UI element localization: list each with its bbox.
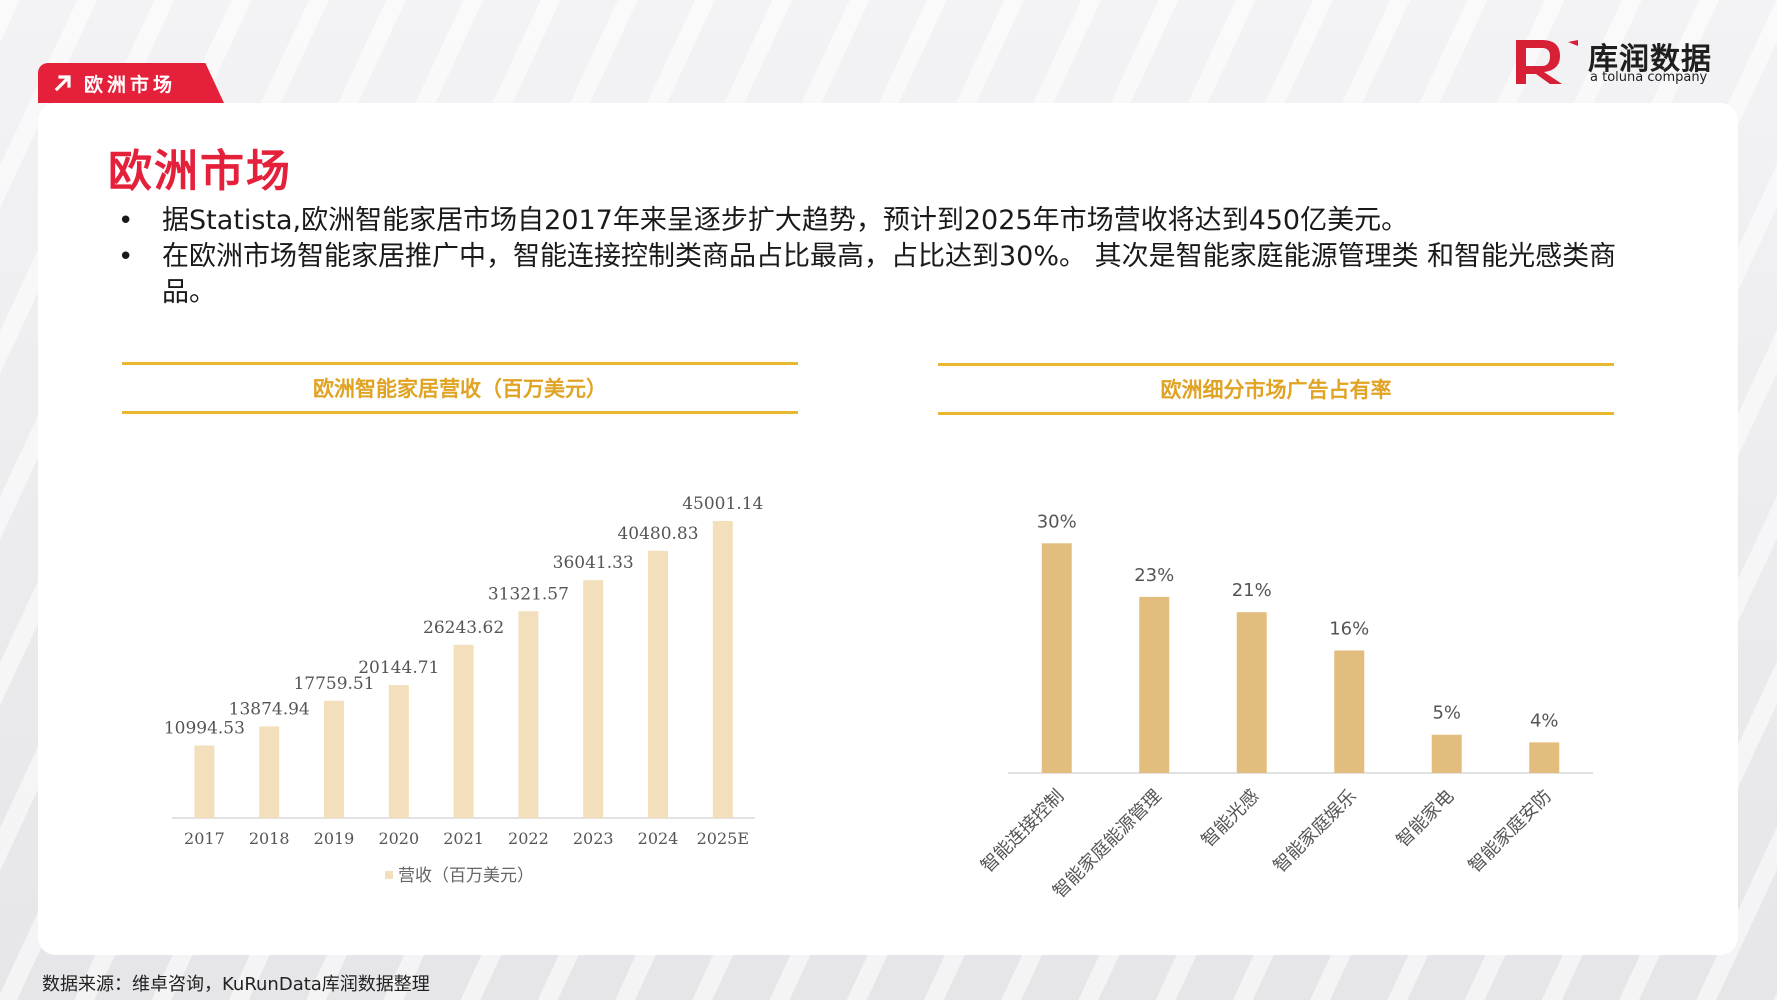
revenue-bar	[324, 700, 344, 818]
x-tick-label: 2024	[638, 829, 679, 848]
share-bar-chart: 30% 智能连接控制 23% 智能家庭能源管理 21% 智能光感 16% 智能家庭娱乐 5% 智能…	[977, 511, 1593, 903]
bar-data-label: 13874.94	[229, 699, 310, 719]
x-tick-label: 2020	[378, 829, 419, 848]
x-tick-label: 2017	[184, 829, 225, 848]
bullet-item: 在欧洲市场智能家居推广中，智能连接控制类商品占比最高，占比达到30%。 其次是智…	[118, 239, 1648, 311]
revenue-bar	[712, 520, 733, 818]
revenue-bar-chart: 10994.53 2017 13874.94 2018 17759.51 2019 2014…	[164, 494, 764, 886]
bar-data-label: 36041.33	[553, 553, 634, 573]
logo-tagline: a toluna company	[1590, 70, 1708, 85]
page-title: 欧洲市场	[108, 146, 292, 197]
data-source-note: 数据来源：维卓咨询，KuRunData库润数据整理	[42, 974, 430, 995]
share-bar	[1529, 742, 1560, 773]
x-tick-label: 智能家庭娱乐	[1270, 786, 1361, 877]
logo-text: 库润数据	[1588, 42, 1712, 77]
legend-swatch	[385, 871, 393, 879]
share-bar	[1431, 734, 1462, 773]
x-tick-label: 智能连接控制	[977, 786, 1068, 877]
x-tick-label: 智能家庭能源管理	[1049, 786, 1166, 903]
arrow-up-right-icon	[54, 75, 71, 92]
bar-data-label: 30%	[1037, 511, 1077, 532]
bar-data-label: 26243.62	[423, 618, 504, 638]
x-tick-label: 2025E	[697, 829, 749, 848]
revenue-chart-title: 欧洲智能家居营收（百万美元）	[122, 362, 798, 414]
share-chart-title: 欧洲细分市场广告占有率	[938, 363, 1614, 415]
share-bar	[1139, 596, 1170, 773]
x-tick-label: 智能光感	[1198, 786, 1264, 852]
share-bar	[1041, 543, 1072, 773]
section-tag-label: 欧洲市场	[84, 73, 177, 96]
x-tick-label: 2019	[314, 829, 355, 848]
share-bar	[1334, 650, 1365, 773]
bar-data-label: 4%	[1530, 710, 1559, 731]
x-tick-label: 2018	[249, 829, 290, 848]
revenue-bar	[648, 550, 668, 818]
section-tag: 欧洲市场	[38, 63, 224, 103]
bar-data-label: 23%	[1134, 565, 1174, 586]
x-tick-label: 智能家庭安防	[1465, 786, 1556, 877]
revenue-bar	[518, 611, 539, 818]
x-tick-label: 2023	[573, 829, 614, 848]
x-tick-label: 2022	[508, 829, 549, 848]
revenue-bar	[194, 745, 215, 818]
bar-data-label: 31321.57	[488, 584, 569, 604]
bar-data-label: 16%	[1329, 618, 1369, 639]
kurun-logo-icon	[1516, 40, 1578, 84]
bar-data-label: 5%	[1432, 703, 1461, 724]
share-bar	[1236, 612, 1267, 773]
bar-data-label: 40480.83	[617, 524, 698, 544]
x-tick-label: 智能家电	[1393, 786, 1459, 852]
bar-data-label: 21%	[1232, 580, 1272, 601]
bar-data-label: 20144.71	[358, 658, 439, 678]
bullet-list: 据Statista,欧洲智能家居市场自2017年来呈逐步扩大趋势，预计到2025…	[118, 203, 1648, 311]
x-tick-label: 2021	[443, 829, 484, 848]
bar-data-label: 45001.14	[682, 494, 763, 514]
bar-data-label: 10994.53	[164, 718, 245, 738]
revenue-bar	[453, 644, 474, 818]
revenue-bar	[259, 726, 280, 818]
bullet-item: 据Statista,欧洲智能家居市场自2017年来呈逐步扩大趋势，预计到2025…	[118, 203, 1648, 239]
legend-label: 营收（百万美元）	[398, 866, 534, 886]
revenue-bar	[583, 580, 604, 818]
revenue-bar	[388, 685, 409, 818]
bar-data-label: 17759.51	[293, 674, 374, 694]
